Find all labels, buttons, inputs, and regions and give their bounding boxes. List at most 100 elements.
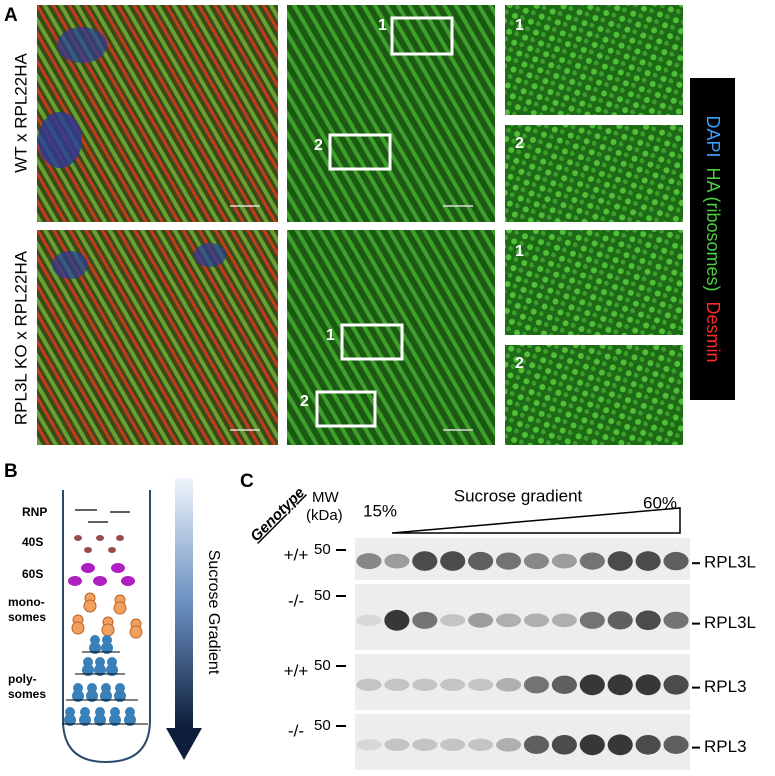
band <box>523 676 550 694</box>
mw-label: 50 <box>314 717 331 734</box>
band <box>412 551 438 571</box>
band <box>468 612 494 628</box>
panel-a: A 1 2 1 2 1 2 1 2 WT x RPL22HA <box>4 5 735 445</box>
gradient-label: Sucrose Gradient <box>205 550 222 675</box>
band <box>440 738 466 751</box>
band <box>607 674 633 696</box>
band <box>356 678 382 691</box>
band <box>356 739 382 751</box>
gradient-high: 60% <box>643 493 677 512</box>
legend-entry: Desmin <box>703 302 723 363</box>
fraction-label: mono- <box>8 595 45 609</box>
40s <box>74 535 124 553</box>
fraction-label: somes <box>8 610 46 624</box>
fraction-label: somes <box>8 687 46 701</box>
inset-label: 1 <box>515 17 524 34</box>
box-label: 2 <box>300 393 309 410</box>
nucleus <box>57 27 107 63</box>
blot <box>355 584 690 650</box>
band <box>663 735 689 754</box>
band <box>412 738 438 751</box>
inset-label: 2 <box>515 135 524 152</box>
box-label: 2 <box>314 137 323 154</box>
band <box>607 551 633 571</box>
band <box>356 553 382 570</box>
band <box>579 674 605 696</box>
band <box>635 735 661 755</box>
band-label: RPL3L <box>704 553 756 572</box>
rna-lines <box>75 509 130 523</box>
band <box>551 735 577 755</box>
fraction-label: RNP <box>22 505 47 519</box>
nucleus <box>52 251 88 279</box>
band <box>440 551 466 571</box>
mw-header: (kDa) <box>306 507 343 524</box>
mw-label: 50 <box>314 657 331 674</box>
band <box>384 678 410 691</box>
band <box>663 551 689 571</box>
gradient-low: 15% <box>363 501 397 520</box>
blot <box>355 538 690 580</box>
polysomes <box>64 635 136 726</box>
panel-label: B <box>4 461 18 482</box>
nucleus <box>38 112 82 168</box>
legend-entry: DAPI <box>703 115 723 157</box>
row-label: WT x RPL22HA <box>11 53 30 173</box>
mw-label: 50 <box>314 587 331 604</box>
band <box>384 609 410 631</box>
gradient-arrow-head <box>166 728 202 760</box>
band <box>663 675 689 695</box>
fraction-label: poly- <box>8 672 37 686</box>
box-label: 1 <box>378 17 387 34</box>
legend-entry: HA (ribosomes) <box>703 167 723 291</box>
roi-boxes <box>315 16 454 428</box>
60s <box>68 563 135 586</box>
panel-c: C Genotype MW (kDa) 15% Sucrose gradient… <box>240 471 756 770</box>
panel-b: B RNP 40S 60S mono- somes poly- somes <box>4 461 222 764</box>
band <box>579 552 605 570</box>
band <box>551 613 577 628</box>
band <box>551 675 577 694</box>
inset-label: 1 <box>515 243 524 260</box>
mrna-lines <box>62 651 148 725</box>
mw-header: MW <box>312 489 339 506</box>
inset <box>505 345 683 445</box>
band <box>579 611 605 629</box>
box-label: 1 <box>326 327 335 344</box>
panel-label: A <box>4 5 18 26</box>
band <box>635 551 661 571</box>
band <box>495 613 522 628</box>
band <box>468 738 494 751</box>
band <box>495 738 522 752</box>
gradient-wedge <box>391 507 681 534</box>
inset-label: 2 <box>515 355 524 372</box>
band <box>440 678 466 691</box>
band <box>523 735 550 754</box>
inset <box>505 230 683 335</box>
gradient-label: Sucrose gradient <box>454 486 583 505</box>
band <box>523 553 550 570</box>
band <box>579 734 605 756</box>
band <box>412 611 438 629</box>
band <box>384 738 410 751</box>
genotype: -/- <box>288 721 304 740</box>
band <box>551 553 577 569</box>
genotype-header: Genotype <box>247 484 308 545</box>
band <box>635 674 661 696</box>
panel-label: C <box>240 471 254 492</box>
inset <box>505 5 683 115</box>
nucleus <box>194 243 226 267</box>
legend-box <box>690 78 735 400</box>
band <box>607 734 633 756</box>
genotype: +/+ <box>284 661 309 680</box>
scale-bars <box>230 205 473 431</box>
band <box>468 678 494 691</box>
band <box>356 614 382 626</box>
band <box>523 613 550 628</box>
micrograph <box>287 230 495 445</box>
fraction-label: 60S <box>22 567 43 581</box>
band <box>468 551 494 571</box>
band-label: RPL3 <box>704 737 747 756</box>
band <box>412 678 438 691</box>
